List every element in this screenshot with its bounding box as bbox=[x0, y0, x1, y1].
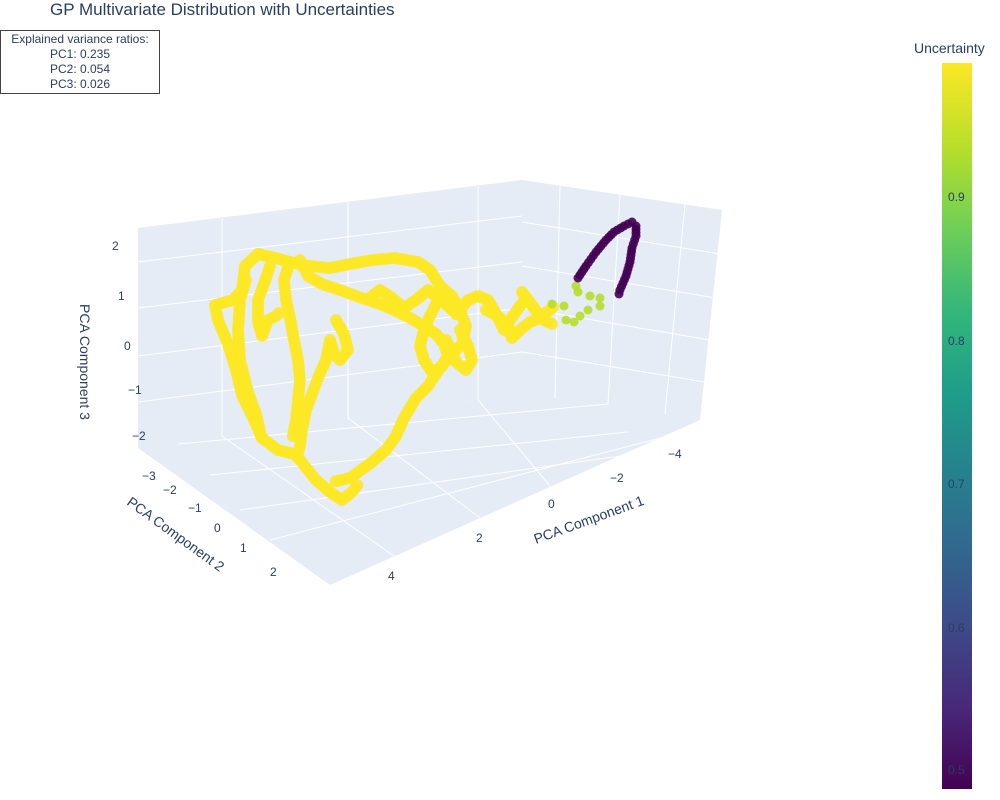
scatter-point[interactable] bbox=[329, 475, 342, 488]
x-tick-label: −2 bbox=[610, 471, 624, 485]
x-tick-label: −4 bbox=[668, 447, 682, 461]
scatter-point[interactable] bbox=[440, 334, 452, 346]
scatter-point[interactable] bbox=[255, 430, 268, 443]
scatter-point[interactable] bbox=[273, 307, 285, 319]
y-axis-title: PCA Component 2 bbox=[124, 493, 227, 574]
scatter-point[interactable] bbox=[575, 311, 585, 321]
floor-grid bbox=[177, 399, 669, 557]
colorbar bbox=[942, 63, 972, 789]
colorbar-title: Uncertainty bbox=[914, 40, 985, 56]
y-tick-label: −2 bbox=[163, 483, 177, 497]
colorbar-tick-label: 0.9 bbox=[948, 190, 965, 204]
annotation-heading: Explained variance ratios: bbox=[11, 32, 149, 46]
x-tick-label: 2 bbox=[476, 531, 483, 545]
scatter-point[interactable] bbox=[291, 450, 303, 463]
z-tick-label: 0 bbox=[124, 339, 131, 353]
scatter-point[interactable] bbox=[595, 301, 605, 311]
scatter-point[interactable] bbox=[546, 318, 558, 330]
z-axis-title: PCA Component 3 bbox=[77, 304, 93, 420]
scatter-point[interactable] bbox=[585, 291, 595, 301]
z-tick-label: 2 bbox=[112, 239, 119, 253]
annotation-line-pc2: PC2: 0.054 bbox=[49, 62, 111, 76]
data-points[interactable] bbox=[209, 217, 641, 507]
x-tick-label: 0 bbox=[548, 497, 555, 511]
y-tick-label: −1 bbox=[188, 501, 202, 515]
y-tick-label: 0 bbox=[214, 521, 221, 535]
z-tick-label: 1 bbox=[118, 289, 125, 303]
floor-pane bbox=[138, 393, 700, 585]
z-tick-label: −1 bbox=[128, 383, 142, 397]
scatter-point[interactable] bbox=[351, 479, 364, 492]
x-tick-label: 4 bbox=[388, 569, 395, 583]
colorbar-tick-label: 0.5 bbox=[948, 763, 965, 777]
colorbar-tick-label: 0.6 bbox=[948, 621, 965, 635]
colorbar-tick-label: 0.8 bbox=[948, 334, 965, 348]
z-tick-label: −2 bbox=[132, 429, 146, 443]
scatter-point[interactable] bbox=[547, 299, 557, 309]
z-tick-label: −3 bbox=[142, 469, 156, 483]
scatter-point[interactable] bbox=[561, 315, 571, 325]
y-tick-label: 2 bbox=[270, 565, 277, 579]
scatter-point[interactable] bbox=[614, 289, 624, 299]
y-tick-label: 1 bbox=[240, 541, 247, 555]
chart-title: GP Multivariate Distribution with Uncert… bbox=[50, 0, 395, 19]
scatter-point[interactable] bbox=[569, 317, 579, 327]
scatter-point[interactable] bbox=[583, 305, 593, 315]
scatter-point[interactable] bbox=[559, 301, 569, 311]
colorbar-tick-label: 0.7 bbox=[948, 477, 965, 491]
scatter-point[interactable] bbox=[595, 293, 605, 303]
scatter-point[interactable] bbox=[325, 337, 337, 350]
annotation-line-pc1: PC1: 0.235 bbox=[49, 47, 111, 61]
variance-annotation: Explained variance ratios: PC1: 0.235 PC… bbox=[0, 30, 160, 94]
scatter-point[interactable] bbox=[571, 281, 581, 291]
annotation-line-pc3: PC3: 0.026 bbox=[49, 77, 111, 91]
